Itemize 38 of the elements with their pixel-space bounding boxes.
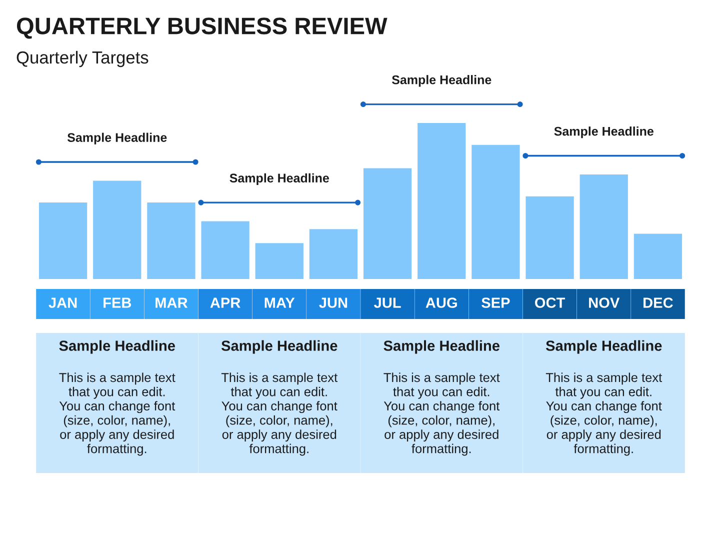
x-tick-label: MAR [156, 298, 188, 308]
bar [147, 202, 196, 279]
x-tick-label: DEC [644, 298, 673, 308]
bar [201, 221, 250, 279]
x-tick-label: OCT [535, 298, 566, 308]
bar [309, 229, 358, 279]
bar [255, 243, 304, 279]
annotation: Sample Headline [554, 126, 654, 138]
bar [93, 180, 142, 279]
chart-title: QUARTERLY BUSINESS REVIEW [16, 18, 388, 39]
x-tick-label: APR [210, 298, 240, 308]
bar [472, 144, 520, 279]
text: This is a sample text that you can edit. You can change font (size, color, name), or apply any desired formatting. [221, 372, 338, 456]
x-tick-label: NOV [589, 298, 620, 308]
text: This is a sample text that you can edit. You can change font (size, color, name), or apply any desired formatting. [59, 372, 176, 456]
x-tick-label: MAY [264, 298, 295, 308]
x-tick-label: SEP [482, 298, 510, 308]
x-tick-label: JUL [374, 298, 401, 308]
bar [580, 174, 628, 279]
bar [634, 234, 682, 279]
text: Sample Headline [384, 340, 500, 354]
x-tick-label: FEB [104, 298, 132, 308]
x-tick-label: AUG [426, 298, 457, 308]
bar [418, 123, 466, 279]
text: Sample Headline [392, 75, 492, 87]
annotation: Sample Headline [67, 132, 167, 144]
annotation: Sample Headline [230, 173, 329, 185]
bar [38, 202, 88, 279]
bar [363, 168, 412, 279]
x-tick-label: JAN [48, 298, 77, 308]
text: Sample Headline [546, 340, 662, 354]
text: Sample Headline [221, 340, 338, 354]
x-tick-label: JUN [319, 298, 348, 308]
text: This is a sample text that you can edit. You can change font (size, color, name), or apply any desired formatting. [384, 372, 500, 456]
chart-subtitle: Quarterly Targets [16, 50, 148, 68]
text: Sample Headline [59, 340, 175, 354]
text: This is a sample text that you can edit. You can change font (size, color, name), or apply any desired formatting. [546, 372, 662, 456]
bar [526, 196, 574, 279]
